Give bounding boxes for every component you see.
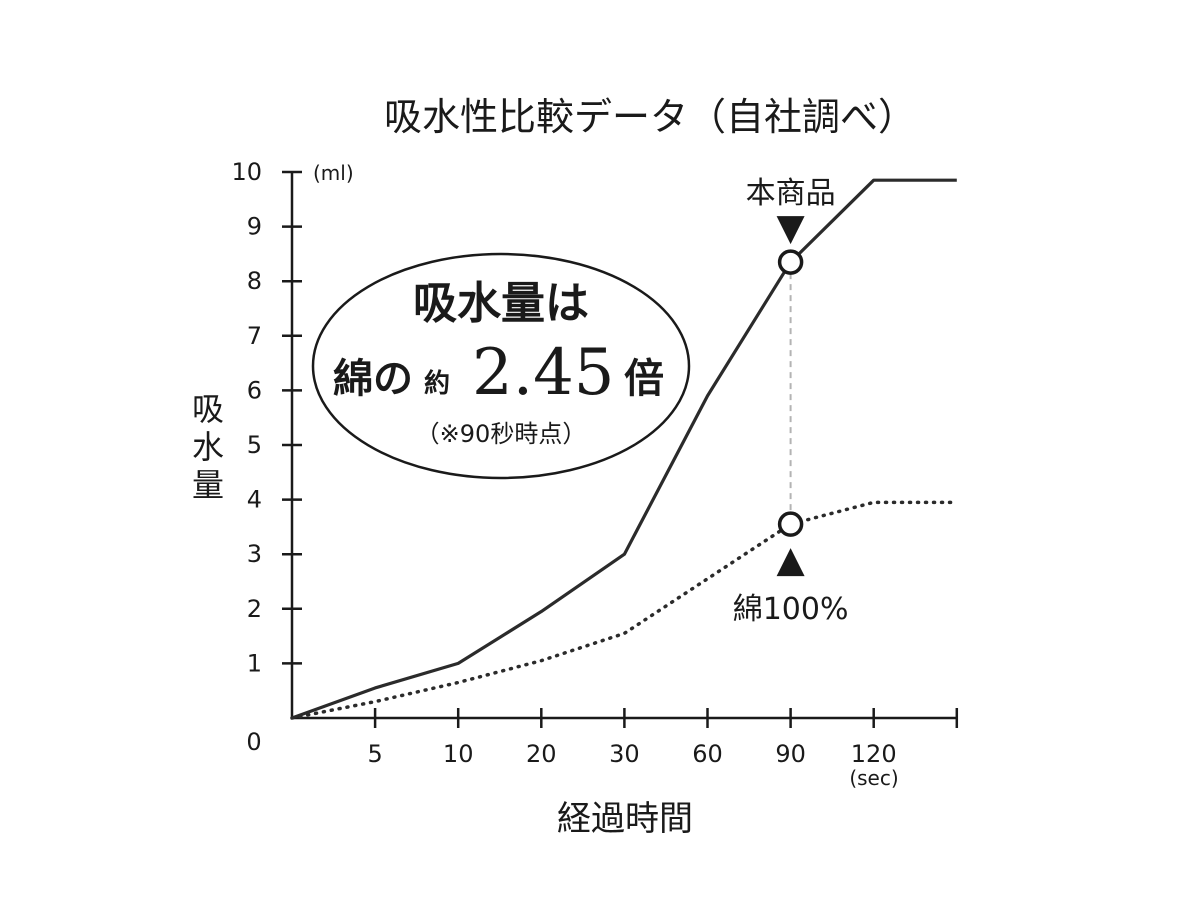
arrow-up-icon	[776, 548, 805, 577]
y-zero-label: 0	[246, 728, 261, 756]
callout-ellipse	[311, 252, 691, 480]
marker-cotton	[777, 511, 804, 537]
y-ticks: 1 2 3 4 5 6 7 8 9 10	[231, 158, 302, 677]
series-line-1	[290, 500, 959, 720]
y-tick-label: 4	[247, 486, 262, 514]
callout-bubble: 吸水量は 綿の 約 2.45 倍 （※90秒時点）	[311, 252, 691, 480]
y-tick-label: 3	[247, 540, 262, 568]
y-axis-label-char: 水	[192, 428, 224, 466]
x-tick-label: 60	[692, 740, 723, 768]
x-ticks: 5 10 20 30 60 90 120	[367, 708, 959, 768]
callout-note: （※90秒時点）	[416, 420, 587, 448]
x-unit-label: (sec)	[849, 766, 898, 790]
chart-title: 吸水性比較データ（自社調べ）	[384, 95, 916, 139]
series-group	[290, 178, 959, 720]
x-tick-label: 30	[609, 740, 640, 768]
y-tick-label: 8	[247, 267, 262, 295]
y-tick-label: 2	[247, 595, 262, 623]
y-tick-label: 10	[231, 158, 262, 186]
series-label-cotton: 綿100%	[733, 592, 849, 627]
callout-approx: 約	[424, 368, 450, 399]
y-tick-label: 6	[247, 376, 262, 404]
callout-cotton: 綿の	[333, 355, 413, 402]
series-label-product: 本商品	[746, 176, 836, 211]
y-tick-label: 1	[247, 649, 262, 677]
x-tick-label: 90	[775, 740, 806, 768]
x-tick-label: 5	[367, 740, 382, 768]
callout-ratio: 2.45	[472, 336, 615, 410]
callout-line1: 吸水量は	[413, 278, 589, 329]
y-tick-label: 7	[247, 322, 262, 350]
callout-times: 倍	[624, 355, 664, 402]
x-tick-label: 10	[443, 740, 474, 768]
x-tick-label: 120	[851, 740, 897, 768]
marker-product	[777, 249, 804, 275]
x-axis-label: 経過時間	[557, 799, 693, 839]
arrow-down-icon	[776, 216, 805, 245]
y-axis-label-char: 量	[192, 466, 224, 504]
y-unit-label: (ml)	[313, 161, 354, 185]
y-axis-label: 吸水量	[192, 390, 224, 504]
y-tick-label: 9	[247, 213, 262, 241]
x-tick-label: 20	[526, 740, 557, 768]
y-axis-label-char: 吸	[192, 390, 224, 428]
series-line-0	[291, 178, 957, 720]
y-tick-label: 5	[247, 431, 262, 459]
